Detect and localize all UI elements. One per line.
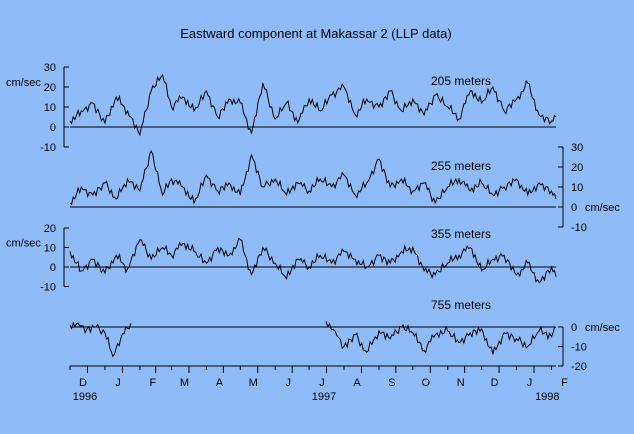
y-tick-label: -10 xyxy=(571,222,587,234)
y-tick-label: -10 xyxy=(40,142,56,154)
series-line-205 xyxy=(69,73,557,137)
y-tick-label: 0 xyxy=(50,262,56,274)
y-unit-label: cm/sec xyxy=(6,238,41,250)
y-tick-label: 0 xyxy=(50,122,56,134)
x-year-label: 1997 xyxy=(312,391,336,403)
y-tick-label: 0 xyxy=(571,322,577,334)
x-tick-label: M xyxy=(249,377,258,389)
series-line-255 xyxy=(69,149,557,206)
y-tick-label: 10 xyxy=(571,182,583,194)
y-tick-label: 0 xyxy=(571,202,577,214)
series-label-755: 755 meters xyxy=(431,298,491,312)
x-tick-label: F xyxy=(150,377,157,389)
y-tick-label: 10 xyxy=(44,102,56,114)
plot-area: 30 20 10 0 -10 cm/sec 205 meters 30 20 10 0 -10 cm/s… xyxy=(6,62,620,403)
x-tick-label: J xyxy=(319,377,325,389)
y-unit-label: cm/sec xyxy=(585,322,620,334)
x-tick-label: S xyxy=(388,377,395,389)
x-year-label: 1998 xyxy=(535,391,559,403)
x-tick-label: J xyxy=(115,377,121,389)
series-line-355 xyxy=(69,237,557,284)
y-tick-label: -10 xyxy=(40,282,56,294)
y-tick-label: 20 xyxy=(571,162,583,174)
x-tick-label: A xyxy=(353,377,361,389)
x-tick-label: M xyxy=(180,377,189,389)
series-label-205: 205 meters xyxy=(431,74,491,88)
series-label-255: 255 meters xyxy=(431,159,491,173)
y-tick-label: 30 xyxy=(571,142,583,154)
x-tick-label: D xyxy=(79,377,87,389)
y-tick-label: 30 xyxy=(44,62,56,74)
series-line-755 xyxy=(325,320,557,355)
x-tick-label: J xyxy=(527,377,533,389)
y-tick-label: 20 xyxy=(44,82,56,94)
x-tick-label: N xyxy=(457,377,465,389)
chart-title: Eastward component at Makassar 2 (LLP da… xyxy=(180,26,451,41)
series-label-355: 355 meters xyxy=(431,227,491,241)
x-tick-label: A xyxy=(216,377,224,389)
x-year-label: 1996 xyxy=(73,391,97,403)
series-line-755 xyxy=(69,321,132,358)
x-tick-label: J xyxy=(285,377,291,389)
x-tick-label: F xyxy=(561,377,568,389)
y-tick-label: 20 xyxy=(44,223,56,235)
x-tick-label: D xyxy=(491,377,499,389)
y-unit-label: cm/sec xyxy=(585,202,620,214)
x-tick-label: O xyxy=(422,377,431,389)
y-tick-label: 10 xyxy=(44,243,56,255)
y-unit-label: cm/sec xyxy=(6,77,41,89)
y-tick-label: -10 xyxy=(571,342,587,354)
y-tick-label: -20 xyxy=(571,361,587,373)
